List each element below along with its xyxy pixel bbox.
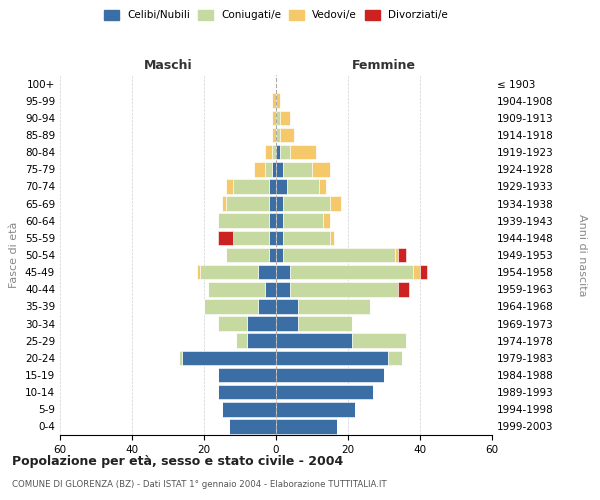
- Bar: [312, 162, 330, 176]
- Text: COMUNE DI GLORENZA (BZ) - Dati ISTAT 1° gennaio 2004 - Elaborazione TUTTITALIA.I: COMUNE DI GLORENZA (BZ) - Dati ISTAT 1° …: [12, 480, 386, 489]
- Bar: [272, 110, 276, 125]
- Y-axis label: Fasce di età: Fasce di età: [10, 222, 19, 288]
- Bar: [222, 196, 226, 211]
- Bar: [398, 282, 409, 296]
- Bar: [276, 94, 280, 108]
- Bar: [247, 316, 276, 331]
- Bar: [290, 282, 398, 296]
- Bar: [276, 230, 283, 245]
- Bar: [218, 214, 269, 228]
- Bar: [276, 299, 298, 314]
- Bar: [398, 248, 406, 262]
- Bar: [283, 214, 323, 228]
- Bar: [254, 162, 265, 176]
- Text: Popolazione per età, sesso e stato civile - 2004: Popolazione per età, sesso e stato civil…: [12, 455, 343, 468]
- Bar: [233, 179, 269, 194]
- Bar: [276, 110, 280, 125]
- Bar: [276, 265, 290, 280]
- Bar: [352, 334, 406, 348]
- Bar: [218, 230, 233, 245]
- Bar: [226, 179, 233, 194]
- Bar: [247, 334, 276, 348]
- Bar: [287, 179, 319, 194]
- Bar: [276, 248, 283, 262]
- Bar: [276, 145, 280, 160]
- Bar: [276, 128, 280, 142]
- Bar: [265, 282, 276, 296]
- Bar: [204, 299, 258, 314]
- Bar: [276, 402, 355, 416]
- Bar: [330, 196, 341, 211]
- Bar: [218, 385, 276, 400]
- Bar: [276, 196, 283, 211]
- Bar: [280, 110, 290, 125]
- Bar: [269, 248, 276, 262]
- Bar: [290, 265, 413, 280]
- Bar: [388, 350, 402, 365]
- Bar: [420, 265, 427, 280]
- Bar: [283, 248, 395, 262]
- Bar: [197, 265, 200, 280]
- Bar: [208, 282, 265, 296]
- Bar: [276, 334, 352, 348]
- Bar: [200, 265, 258, 280]
- Bar: [218, 316, 247, 331]
- Bar: [280, 128, 294, 142]
- Bar: [283, 230, 330, 245]
- Bar: [290, 145, 316, 160]
- Bar: [226, 248, 269, 262]
- Bar: [323, 214, 330, 228]
- Bar: [276, 419, 337, 434]
- Bar: [276, 316, 298, 331]
- Bar: [272, 162, 276, 176]
- Text: Femmine: Femmine: [352, 58, 416, 71]
- Bar: [276, 350, 388, 365]
- Bar: [229, 419, 276, 434]
- Bar: [272, 94, 276, 108]
- Bar: [269, 179, 276, 194]
- Bar: [395, 248, 398, 262]
- Bar: [298, 299, 370, 314]
- Bar: [272, 128, 276, 142]
- Bar: [182, 350, 276, 365]
- Bar: [258, 265, 276, 280]
- Bar: [269, 196, 276, 211]
- Bar: [258, 299, 276, 314]
- Bar: [276, 162, 283, 176]
- Bar: [283, 196, 330, 211]
- Bar: [269, 214, 276, 228]
- Bar: [233, 230, 269, 245]
- Bar: [236, 334, 247, 348]
- Bar: [265, 145, 272, 160]
- Bar: [272, 145, 276, 160]
- Bar: [319, 179, 326, 194]
- Bar: [276, 214, 283, 228]
- Bar: [280, 145, 290, 160]
- Text: Anni di nascita: Anni di nascita: [577, 214, 587, 296]
- Bar: [269, 230, 276, 245]
- Bar: [298, 316, 352, 331]
- Bar: [218, 368, 276, 382]
- Bar: [276, 282, 290, 296]
- Bar: [226, 196, 269, 211]
- Bar: [283, 162, 312, 176]
- Bar: [330, 230, 334, 245]
- Legend: Celibi/Nubili, Coniugati/e, Vedovi/e, Divorziati/e: Celibi/Nubili, Coniugati/e, Vedovi/e, Di…: [104, 10, 448, 20]
- Bar: [413, 265, 420, 280]
- Bar: [276, 368, 384, 382]
- Bar: [222, 402, 276, 416]
- Bar: [265, 162, 272, 176]
- Text: Maschi: Maschi: [143, 58, 193, 71]
- Bar: [276, 179, 287, 194]
- Bar: [276, 385, 373, 400]
- Bar: [179, 350, 182, 365]
